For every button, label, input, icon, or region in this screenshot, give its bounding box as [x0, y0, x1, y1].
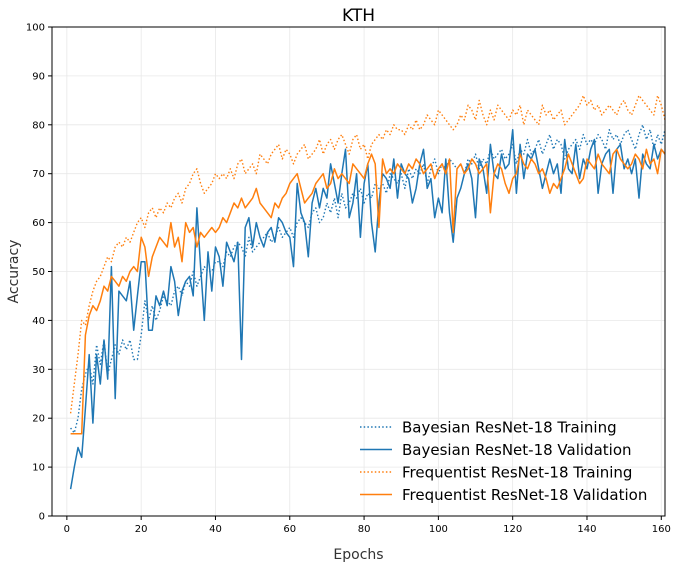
y-tick-label: 10	[32, 463, 45, 474]
x-axis-title: Epochs	[333, 547, 383, 563]
x-tick-label: 0	[64, 524, 70, 535]
x-tick-label: 120	[503, 524, 522, 535]
y-tick-label: 80	[32, 120, 45, 131]
x-tick-label: 20	[135, 524, 148, 535]
y-tick-label: 100	[26, 23, 45, 34]
legend-label: Frequentist ResNet-18 Training	[402, 464, 632, 482]
x-tick-label: 160	[652, 524, 671, 535]
legend-label: Frequentist ResNet-18 Validation	[402, 486, 647, 504]
grid	[52, 26, 665, 517]
y-tick-label: 40	[32, 316, 45, 327]
x-tick-label: 100	[429, 524, 448, 535]
y-tick-label: 70	[32, 169, 45, 180]
y-axis-title: Accuracy	[6, 240, 22, 304]
x-tick-label: 40	[209, 524, 222, 535]
x-tick-label: 60	[283, 524, 296, 535]
legend-label: Bayesian ResNet-18 Training	[402, 419, 617, 437]
frequentist-resnet-18-validation-line	[70, 148, 666, 435]
y-tick-label: 50	[32, 267, 45, 278]
axis-ticks: 0 20 40 60 80 100 120 140 160 0 10 20 30 40 50 60 70 80 90…	[26, 23, 671, 536]
y-tick-label: 60	[32, 218, 45, 229]
x-tick-label: 80	[358, 524, 371, 535]
y-tick-label: 0	[39, 512, 45, 523]
y-tick-label: 20	[32, 414, 45, 425]
series-lines	[69, 94, 666, 490]
legend-label: Bayesian ResNet-18 Validation	[402, 441, 632, 459]
bayesian-resnet-18-training-line	[70, 124, 666, 434]
y-tick-label: 30	[32, 365, 45, 376]
legend: Bayesian ResNet-18 Training Bayesian ResN…	[360, 419, 647, 504]
chart-title: KTH	[342, 6, 375, 26]
frequentist-resnet-18-training-line	[69, 94, 666, 414]
x-tick-label: 140	[577, 524, 596, 535]
y-tick-label: 90	[32, 71, 45, 82]
